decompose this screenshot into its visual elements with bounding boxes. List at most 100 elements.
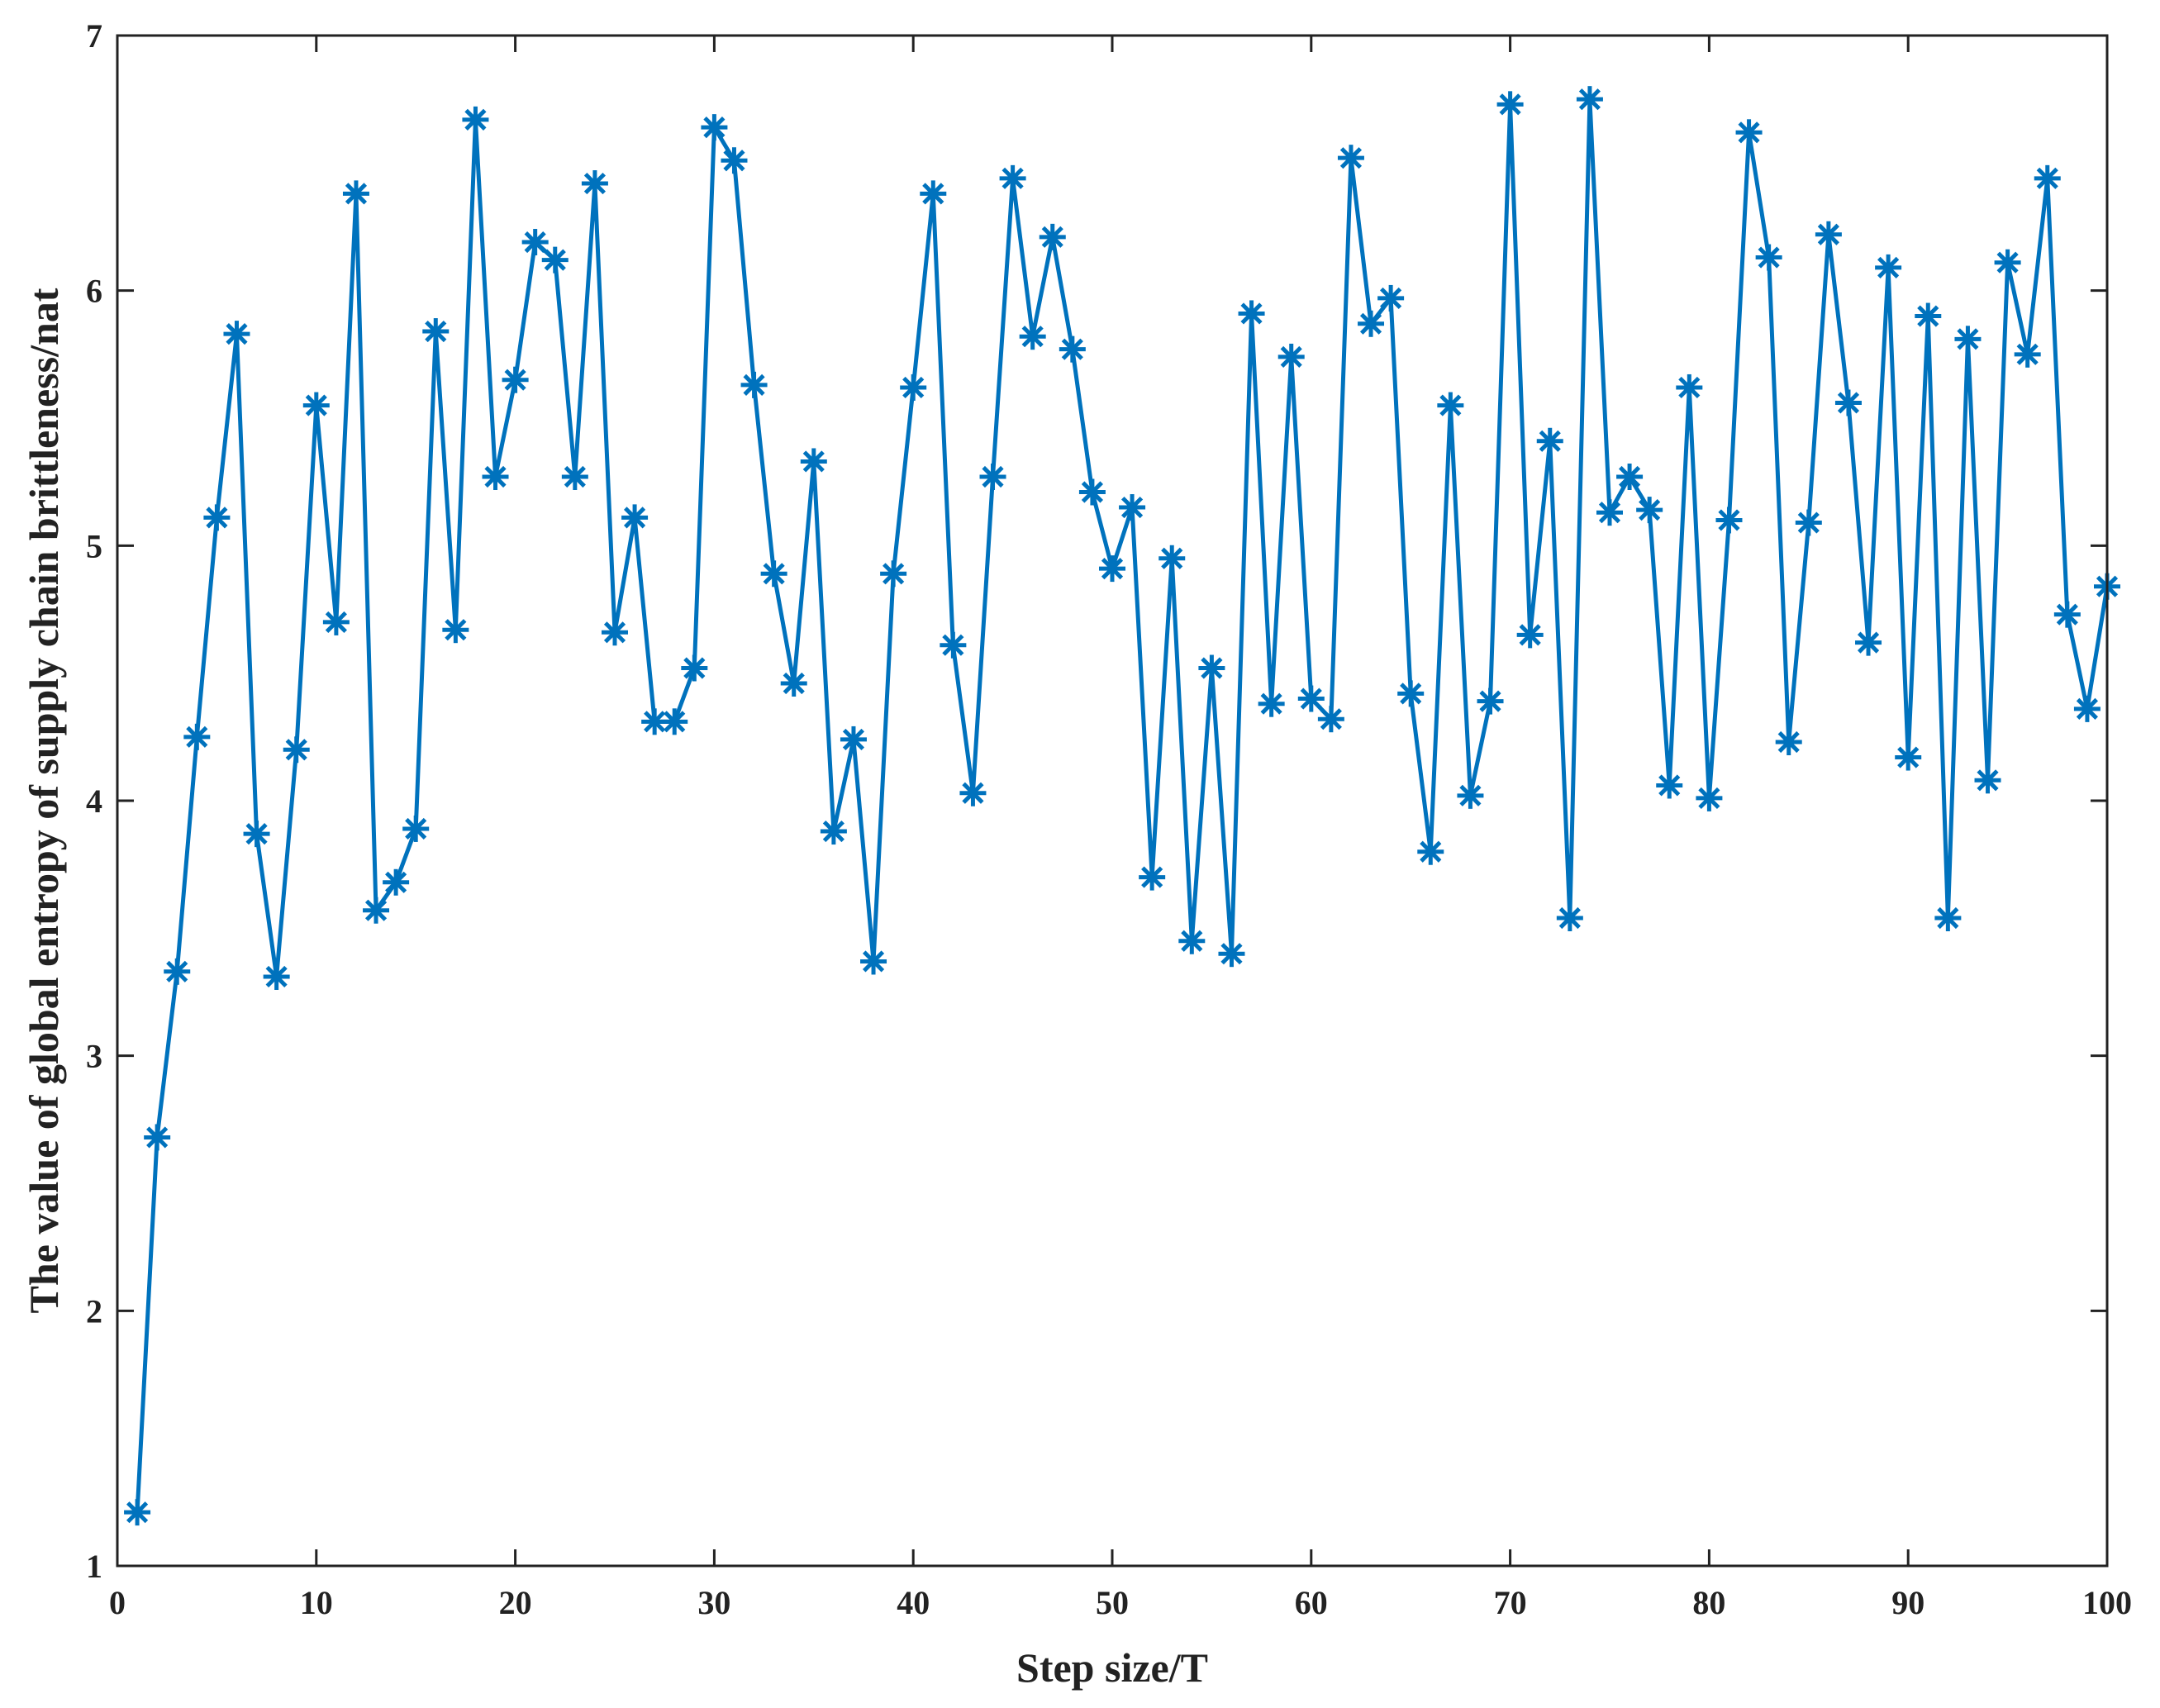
data-point-marker [999, 164, 1026, 192]
data-point-marker [1457, 782, 1484, 809]
data-point-marker [1377, 284, 1405, 312]
data-point-marker [1815, 221, 1842, 248]
data-point-marker [422, 318, 450, 345]
x-tick-label: 50 [1096, 1584, 1129, 1621]
data-point-marker [1616, 463, 1644, 490]
data-point-marker [442, 616, 469, 644]
data-point-marker [2014, 340, 2041, 368]
data-point-marker [1297, 685, 1325, 712]
data-point-marker [203, 504, 231, 531]
data-point-marker [1895, 744, 1922, 771]
data-point-marker [920, 180, 947, 207]
series-line [135, 99, 2110, 1513]
y-tick-label: 7 [86, 17, 102, 55]
data-point-marker [1934, 904, 1962, 931]
x-tick-label: 10 [300, 1584, 333, 1621]
data-point-marker [144, 1124, 171, 1151]
data-point-marker [681, 654, 708, 682]
data-point-marker [740, 371, 768, 398]
y-axis-label: The value of global entropy of supply ch… [21, 288, 67, 1313]
data-point-marker [940, 631, 967, 659]
y-tick-label: 3 [86, 1038, 102, 1075]
data-point-marker [1676, 373, 1703, 401]
data-point-marker [621, 504, 649, 531]
data-point-marker [183, 723, 211, 750]
data-point-marker [1059, 335, 1086, 363]
x-tick-label: 70 [1494, 1584, 1527, 1621]
data-point-marker [1496, 91, 1524, 118]
data-point-marker [322, 608, 350, 635]
data-point-marker [1696, 784, 1723, 811]
plot-frame [116, 34, 2109, 1568]
x-tick-label: 100 [2082, 1584, 2132, 1621]
data-point-marker [1954, 326, 1982, 353]
data-point-marker [1078, 478, 1106, 506]
data-point-marker [1358, 310, 1385, 337]
data-point-marker [1516, 621, 1544, 649]
data-point-marker [900, 373, 927, 401]
x-tick-label: 20 [499, 1584, 532, 1621]
data-point-marker [342, 180, 369, 207]
data-point-marker [1834, 389, 1862, 416]
data-point-marker [1915, 302, 1942, 330]
data-point-marker [502, 366, 529, 393]
data-point-marker [1099, 555, 1125, 583]
data-point-marker [820, 818, 847, 845]
data-point-marker [541, 246, 569, 274]
data-point-marker [1417, 838, 1444, 865]
data-point-marker [1397, 680, 1425, 707]
data-point-marker [1477, 687, 1504, 715]
data-point-marker [880, 560, 907, 588]
x-tick-label: 60 [1295, 1584, 1328, 1621]
data-point-marker [243, 821, 270, 848]
data-point-marker [164, 958, 191, 985]
data-point-marker [1775, 729, 1802, 756]
data-point-marker [1198, 654, 1225, 682]
data-point-marker [2034, 164, 2061, 192]
data-point-marker [760, 560, 787, 588]
data-point-marker [1875, 254, 1902, 281]
data-point-marker [1536, 427, 1563, 454]
data-point-marker [581, 170, 608, 197]
data-point-marker [1159, 545, 1186, 572]
data-point-marker [363, 897, 390, 924]
data-point-marker [1039, 223, 1066, 250]
data-point-marker [602, 619, 628, 646]
data-point-marker [800, 448, 827, 475]
data-point-marker [780, 670, 807, 697]
data-point-marker [1277, 343, 1305, 370]
data-point-marker [840, 726, 867, 753]
data-point-marker [302, 392, 330, 419]
data-point-marker [1139, 864, 1166, 891]
axis-ticks: 0 10 20 30 40 50 60 70 80 90 100 1 2 3 4 5 6 7 [86, 17, 2132, 1621]
data-point-marker [1019, 323, 1046, 350]
data-point-marker [1576, 86, 1603, 113]
data-point-marker [561, 463, 588, 490]
data-point-marker [1974, 767, 2001, 794]
data-point-marker [979, 463, 1006, 490]
data-point-marker [383, 868, 410, 896]
y-tick-label: 1 [86, 1548, 102, 1585]
data-point-marker [1715, 507, 1743, 534]
data-point-marker [1735, 119, 1763, 146]
data-point-marker [1437, 392, 1464, 419]
y-tick-label: 5 [86, 527, 102, 564]
data-point-marker [124, 1499, 151, 1526]
data-point-marker [701, 114, 728, 141]
data-point-marker [521, 229, 549, 256]
data-point-marker [283, 736, 310, 764]
data-point-marker [1317, 706, 1344, 733]
data-point-marker [1596, 499, 1623, 526]
data-series [124, 86, 2120, 1526]
data-point-marker [1556, 904, 1583, 931]
data-point-marker [263, 963, 290, 990]
data-point-marker [1337, 145, 1364, 172]
data-point-marker [1218, 940, 1245, 968]
x-tick-label: 90 [1891, 1584, 1924, 1621]
x-tick-label: 0 [109, 1584, 126, 1621]
data-point-marker [462, 106, 489, 133]
y-tick-label: 6 [86, 273, 102, 310]
data-point-marker [661, 708, 688, 735]
data-point-marker [860, 948, 887, 975]
